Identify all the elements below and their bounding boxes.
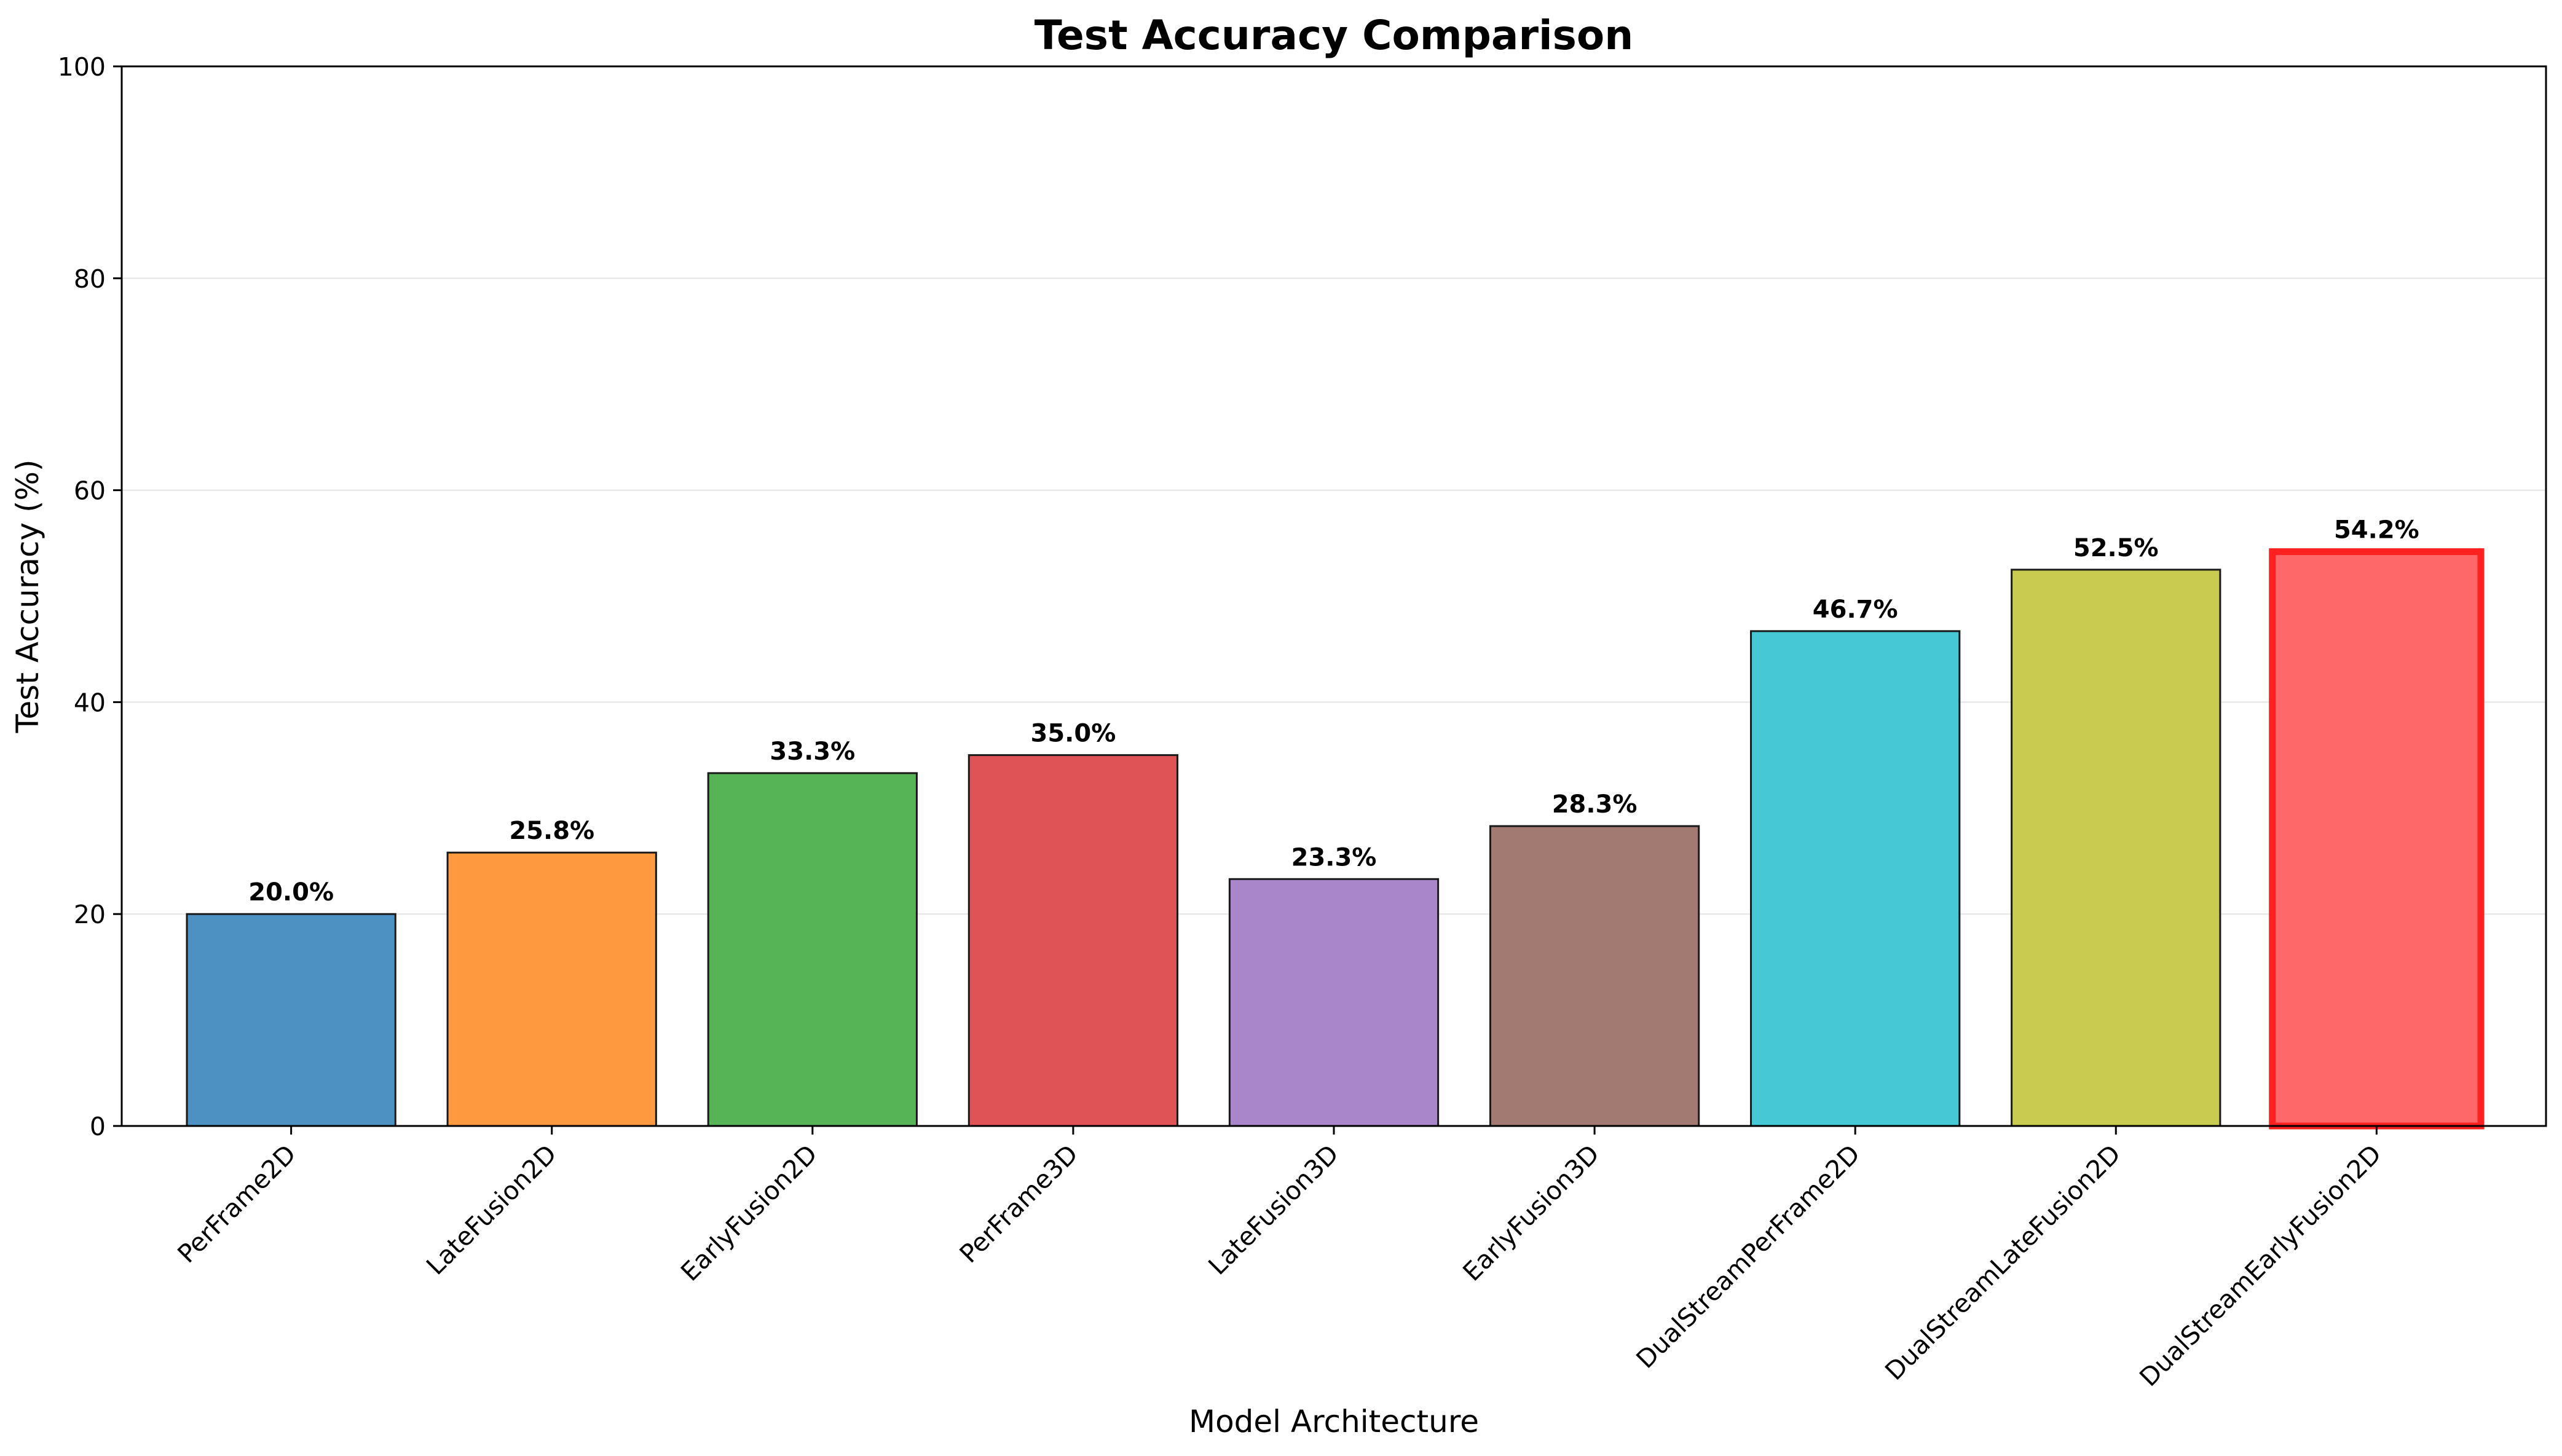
y-axis-title: Test Accuracy (%) xyxy=(10,459,45,733)
data-label: 52.5% xyxy=(2073,534,2159,562)
data-labels: 20.0% 25.8% 33.3% 35.0% 23.3% 28.3% 46.7% 52.5%… xyxy=(248,516,2419,907)
data-label: 23.3% xyxy=(1291,843,1377,872)
data-label: 33.3% xyxy=(770,738,855,766)
data-label: 54.2% xyxy=(2334,516,2419,545)
data-label: 28.3% xyxy=(1552,790,1638,819)
bar-dualstreamperframe2d xyxy=(1750,630,1961,1127)
bar-perframe3d xyxy=(968,754,1179,1127)
bar-earlyfusion2d xyxy=(707,772,918,1127)
chart-title: Test Accuracy Comparison xyxy=(1035,12,1633,59)
y-tick-label: 40 xyxy=(74,688,106,717)
data-label: 46.7% xyxy=(1813,596,1898,624)
data-label: 25.8% xyxy=(509,817,594,845)
y-tick-label: 80 xyxy=(74,264,106,294)
bar-earlyfusion3d xyxy=(1489,825,1700,1127)
bar-perframe2d xyxy=(186,913,396,1127)
y-axis: 0 20 40 60 80 100 xyxy=(58,52,122,1141)
data-label: 20.0% xyxy=(248,878,334,907)
bar-dualstreamlatefusion2d xyxy=(2011,569,2221,1127)
bar-latefusion2d xyxy=(446,851,657,1127)
bar-dualstreamearlyfusion2d xyxy=(2269,548,2485,1130)
x-axis-title: Model Architecture xyxy=(1189,1404,1479,1439)
bars xyxy=(186,548,2485,1130)
data-label: 35.0% xyxy=(1031,720,1116,748)
bar-latefusion3d xyxy=(1228,878,1440,1127)
y-tick-label: 100 xyxy=(58,52,106,82)
y-tick-label: 60 xyxy=(74,476,106,506)
y-tick-label: 20 xyxy=(74,900,106,929)
y-tick-label: 0 xyxy=(90,1112,106,1141)
